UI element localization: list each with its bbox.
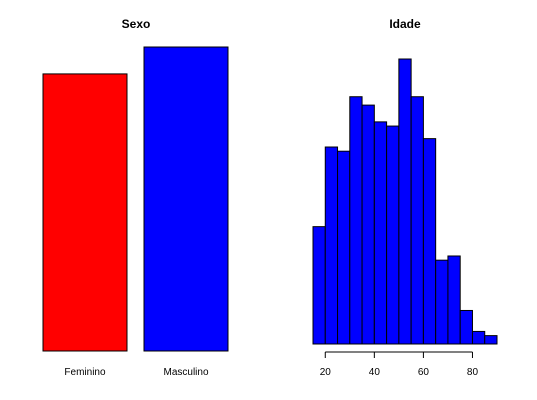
sexo-panel: Sexo Feminino Masculino <box>42 17 229 378</box>
hist-bar-25 <box>337 150 351 345</box>
category-label-masculino: Masculino <box>163 367 208 378</box>
idade-panel: Idade 20 40 60 80 <box>312 17 498 378</box>
x-tick-label-20: 20 <box>320 367 332 378</box>
hist-bar-70 <box>447 255 461 345</box>
hist-bar-60 <box>422 138 437 345</box>
bar-masculino <box>143 46 229 352</box>
hist-bar-40 <box>373 121 388 345</box>
x-tick-label-40: 40 <box>369 367 381 378</box>
hist-bar-65 <box>435 259 449 345</box>
hist-bar-45 <box>386 125 400 345</box>
hist-bar-80 <box>471 330 486 345</box>
hist-bar-20 <box>324 146 339 345</box>
hist-bar-35 <box>361 104 375 345</box>
hist-bar-30 <box>349 96 363 345</box>
x-tick-label-60: 60 <box>418 367 430 378</box>
hist-bar-75 <box>459 309 473 345</box>
x-tick-label-80: 80 <box>467 367 479 378</box>
category-label-feminino: Feminino <box>64 367 106 378</box>
sexo-title: Sexo <box>122 17 151 31</box>
hist-bar-15 <box>312 226 326 345</box>
hist-bar-55 <box>410 96 424 345</box>
hist-bar-85 <box>484 335 498 345</box>
idade-title: Idade <box>389 17 421 31</box>
bar-feminino <box>42 73 128 352</box>
hist-bar-50 <box>398 58 412 345</box>
